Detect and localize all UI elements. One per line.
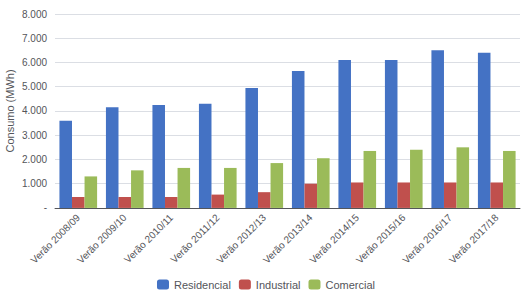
svg-text:Residencial: Residencial <box>174 279 231 291</box>
svg-text:Verão 2015/16: Verão 2015/16 <box>353 212 408 266</box>
svg-text:Verão 2012/13: Verão 2012/13 <box>214 212 269 266</box>
svg-text:8.000: 8.000 <box>22 9 47 20</box>
svg-text:Verão 2017/18: Verão 2017/18 <box>447 212 501 266</box>
svg-text:4.000: 4.000 <box>22 105 47 116</box>
svg-text:-: - <box>44 202 47 213</box>
svg-text:Verão 2013/14: Verão 2013/14 <box>260 212 315 266</box>
svg-text:Industrial: Industrial <box>256 279 301 291</box>
svg-text:Verão 2016/17: Verão 2016/17 <box>400 212 455 266</box>
svg-text:Verão 2011/12: Verão 2011/12 <box>168 212 222 266</box>
svg-text:Verão 2009/10: Verão 2009/10 <box>74 212 129 266</box>
svg-text:2.000: 2.000 <box>22 154 47 165</box>
svg-text:Comercial: Comercial <box>325 279 375 291</box>
svg-text:5.000: 5.000 <box>22 81 47 92</box>
svg-text:3.000: 3.000 <box>22 130 47 141</box>
svg-text:7.000: 7.000 <box>22 33 47 44</box>
svg-text:Verão 2008/09: Verão 2008/09 <box>28 212 83 266</box>
svg-text:1.000: 1.000 <box>22 178 47 189</box>
svg-text:6.000: 6.000 <box>22 57 47 68</box>
svg-text:Consumo (MWh): Consumo (MWh) <box>4 69 16 152</box>
svg-text:Verão 2010/11: Verão 2010/11 <box>122 212 176 266</box>
svg-text:Verão 2014/15: Verão 2014/15 <box>307 212 362 266</box>
